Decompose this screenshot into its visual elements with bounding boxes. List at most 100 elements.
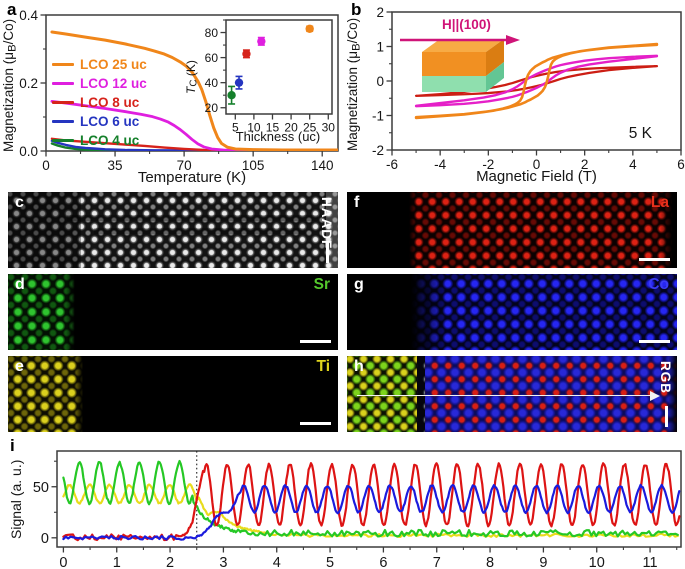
chart-magnetization-field: -6 -4 -2 0 2 4 6 -2 -1 0 1 2: [372, 5, 685, 172]
legend-label: LCO 6 uc: [80, 113, 140, 129]
y-axis-label: Magnetization (μB/Co): [345, 6, 363, 162]
inset-x-axis-label: Thickness (uc): [235, 129, 321, 144]
la-lattice: [409, 192, 675, 268]
temperature-annotation: 5 K: [628, 125, 652, 142]
dark-streak: [93, 228, 305, 234]
ylabel-text: Magnetization (μ: [345, 50, 360, 151]
micrograph-la-map: f La: [347, 192, 677, 268]
panel-a-magnetization-vs-temperature: 0 35 70 105 140 0.0 0.2 0.4 a Magnetization (μB…: [0, 0, 342, 190]
panel-label-f: f: [354, 194, 360, 211]
micrograph-haadf: c HAADF: [8, 192, 338, 268]
legend-item: LCO 8 uc: [52, 95, 147, 110]
svg-text:4: 4: [629, 157, 637, 172]
svg-text:6: 6: [677, 157, 685, 172]
line-profile-arrowhead: [649, 390, 660, 401]
x-axis-label: Temperature (K): [137, 169, 247, 186]
svg-text:7: 7: [433, 555, 441, 569]
svg-text:0: 0: [41, 531, 49, 547]
svg-text:80: 80: [205, 26, 219, 40]
y-axis-label: Magnetization (μB/Co): [1, 6, 19, 164]
interface-column: [416, 356, 425, 432]
micrograph-rgb-composite: h RGB: [347, 356, 677, 432]
panel-label-d: d: [15, 276, 25, 293]
chart-signal-profiles: 0 1 2 3 4 5 6 7 8 9 10 11 0 50: [33, 450, 682, 569]
interface-band: [72, 192, 81, 268]
svg-text:50: 50: [33, 480, 49, 496]
svg-text:4: 4: [273, 555, 281, 569]
panel-label-a: a: [7, 0, 17, 19]
svg-text:15: 15: [266, 120, 280, 134]
panel-label-i: i: [10, 436, 15, 455]
micrograph-co-map: g Co: [347, 274, 677, 350]
svg-text:9: 9: [539, 555, 547, 569]
co-tag: Co: [648, 276, 669, 293]
svg-text:11: 11: [643, 555, 658, 569]
svg-text:25: 25: [303, 120, 317, 134]
svg-text:5: 5: [232, 120, 239, 134]
inset-tc-vs-thickness: 5 10 15 20 25 30 20 40 60 80 TC (K) Thickness (uc…: [180, 12, 336, 150]
svg-text:0.0: 0.0: [19, 144, 38, 159]
legend-label: LCO 12 uc: [80, 75, 147, 91]
svg-text:-4: -4: [434, 157, 446, 172]
ylabel-text: Magnetization (μ: [1, 51, 16, 152]
ylabel-text: T: [184, 86, 198, 94]
schematic-film-front: [422, 52, 486, 76]
micrograph-grid: c HAADF d Sr e Ti f La g Co: [0, 190, 685, 437]
legend: LCO 25 uc LCO 12 uc LCO 8 uc LCO 6 uc LCO 4 …: [52, 57, 147, 152]
panel-label-b: b: [351, 0, 362, 19]
svg-text:-2: -2: [482, 157, 494, 172]
legend-line-swatch: [52, 81, 74, 85]
schematic-substrate-front: [422, 76, 486, 92]
svg-text:35: 35: [108, 158, 123, 173]
panel-label-g: g: [354, 276, 364, 293]
ylabel-subscript: B: [350, 42, 363, 51]
haadf-lattice: [8, 192, 338, 268]
ti-tag: Ti: [316, 358, 331, 375]
svg-text:1: 1: [113, 555, 121, 569]
svg-text:40: 40: [205, 76, 219, 90]
ylabel-text: /Co): [1, 18, 16, 44]
svg-text:3: 3: [219, 555, 227, 569]
ylabel-text: (K): [184, 60, 198, 80]
svg-text:30: 30: [322, 120, 336, 134]
sr-tag: Sr: [313, 276, 330, 293]
ylabel-subscript: C: [188, 79, 200, 87]
legend-item: LCO 4 uc: [52, 132, 147, 148]
chart-tc-thickness: 5 10 15 20 25 30 20 40 60 80: [205, 19, 336, 134]
scale-bar: [300, 339, 331, 343]
legend-line-swatch: [52, 62, 74, 66]
legend-item: LCO 12 uc: [52, 75, 147, 91]
ylabel-subscript: B: [6, 43, 19, 52]
bright-edge: [326, 192, 338, 268]
co-lattice: [410, 274, 677, 350]
svg-text:0: 0: [533, 157, 541, 172]
scale-bar: [300, 421, 331, 425]
legend-label: LCO 4 uc: [80, 132, 140, 148]
scale-bar: [325, 242, 329, 263]
legend-item: LCO 6 uc: [52, 113, 147, 129]
sr-lattice: [8, 274, 76, 350]
svg-text:10: 10: [247, 120, 261, 134]
svg-text:20: 20: [205, 101, 219, 115]
micrograph-sr-map: d Sr: [8, 274, 338, 350]
svg-text:-6: -6: [386, 157, 398, 172]
scale-bar: [639, 339, 670, 343]
micrograph-ti-map: e Ti: [8, 356, 338, 432]
svg-text:2: 2: [166, 555, 174, 569]
svg-text:2: 2: [581, 157, 589, 172]
la-tag: La: [650, 194, 669, 211]
svg-text:0: 0: [376, 74, 384, 89]
legend-line-swatch: [52, 138, 74, 142]
svg-text:70: 70: [177, 158, 192, 173]
svg-text:-1: -1: [372, 108, 384, 123]
legend-label: LCO 25 uc: [80, 56, 147, 72]
panel-label-c: c: [15, 194, 24, 211]
field-arrow-head: [506, 35, 520, 45]
panel-label-e: e: [15, 358, 24, 375]
svg-text:0: 0: [59, 555, 67, 569]
schematic-top-face: [422, 39, 504, 52]
svg-text:1: 1: [376, 39, 384, 54]
ylabel-text: /Co): [345, 17, 360, 43]
